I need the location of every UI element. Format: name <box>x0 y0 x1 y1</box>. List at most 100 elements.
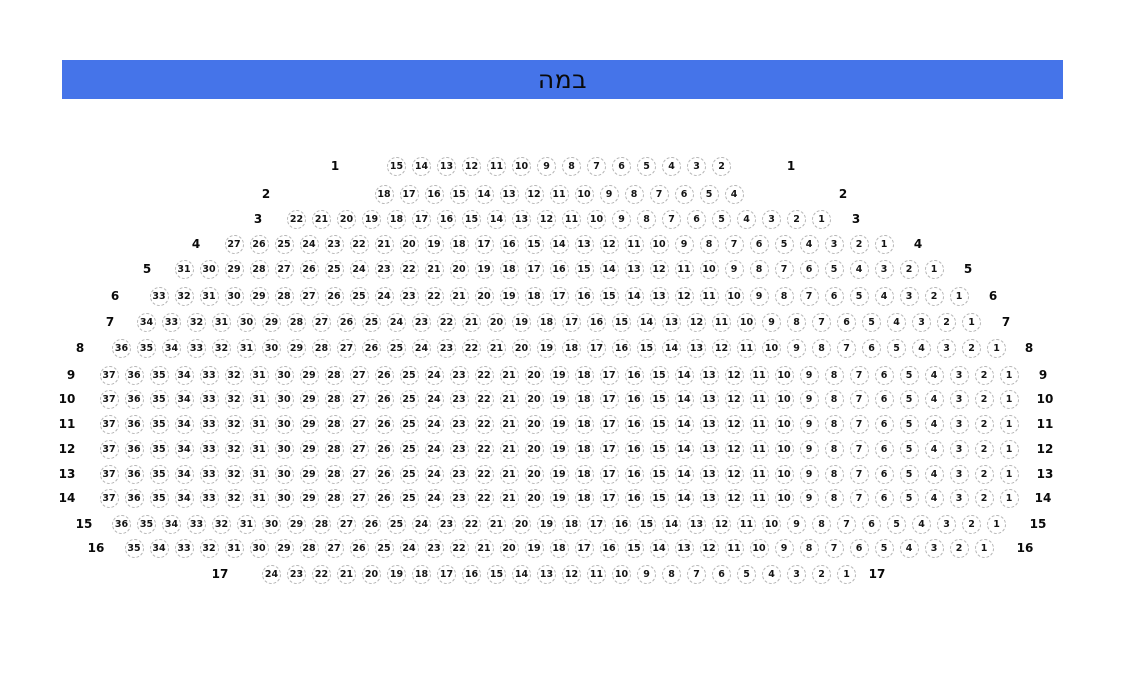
seat[interactable]: 8 <box>749 260 769 279</box>
seat[interactable]: 2 <box>924 287 944 306</box>
seat[interactable]: 10 <box>724 287 744 306</box>
seat[interactable]: 14 <box>674 465 694 484</box>
seat[interactable]: 12 <box>524 185 544 204</box>
seat[interactable]: 31 <box>249 489 269 508</box>
seat[interactable]: 11 <box>749 440 769 459</box>
seat[interactable]: 17 <box>437 565 456 584</box>
seat[interactable]: 4 <box>924 390 944 409</box>
seat[interactable]: 34 <box>162 515 181 534</box>
seat[interactable]: 29 <box>287 515 306 534</box>
seat[interactable]: 11 <box>699 287 719 306</box>
seat[interactable]: 11 <box>749 390 769 409</box>
seat[interactable]: 2 <box>787 210 806 229</box>
seat[interactable]: 3 <box>949 489 969 508</box>
seat[interactable]: 29 <box>274 539 294 558</box>
seat[interactable]: 1 <box>974 539 994 558</box>
seat[interactable]: 36 <box>112 515 131 534</box>
seat[interactable]: 20 <box>399 235 419 254</box>
seat[interactable]: 36 <box>124 366 144 385</box>
seat[interactable]: 25 <box>399 390 419 409</box>
seat[interactable]: 26 <box>374 465 394 484</box>
seat[interactable]: 7 <box>724 235 744 254</box>
seat[interactable]: 15 <box>387 157 406 176</box>
seat[interactable]: 32 <box>224 489 244 508</box>
seat[interactable]: 26 <box>374 440 394 459</box>
seat[interactable]: 9 <box>787 515 806 534</box>
seat[interactable]: 25 <box>349 287 369 306</box>
seat[interactable]: 14 <box>674 489 694 508</box>
seat[interactable]: 15 <box>487 565 506 584</box>
seat[interactable]: 21 <box>487 515 506 534</box>
seat[interactable]: 14 <box>599 260 619 279</box>
seat[interactable]: 10 <box>574 185 594 204</box>
seat[interactable]: 2 <box>899 260 919 279</box>
seat[interactable]: 2 <box>712 157 731 176</box>
seat[interactable]: 29 <box>299 390 319 409</box>
seat[interactable]: 18 <box>499 260 519 279</box>
seat[interactable]: 34 <box>174 465 194 484</box>
seat[interactable]: 24 <box>424 489 444 508</box>
seat[interactable]: 12 <box>724 440 744 459</box>
seat[interactable]: 29 <box>287 339 306 358</box>
seat[interactable]: 20 <box>512 515 531 534</box>
seat[interactable]: 30 <box>274 390 294 409</box>
seat[interactable]: 12 <box>537 210 556 229</box>
seat[interactable]: 18 <box>574 489 594 508</box>
seat[interactable]: 24 <box>424 390 444 409</box>
seat[interactable]: 21 <box>499 465 519 484</box>
seat[interactable]: 27 <box>349 366 369 385</box>
seat[interactable]: 30 <box>249 539 269 558</box>
seat[interactable]: 21 <box>337 565 356 584</box>
seat[interactable]: 6 <box>837 313 856 332</box>
seat[interactable]: 3 <box>949 366 969 385</box>
seat[interactable]: 1 <box>999 415 1019 434</box>
seat[interactable]: 19 <box>512 313 531 332</box>
seat[interactable]: 36 <box>124 465 144 484</box>
seat[interactable]: 23 <box>437 515 456 534</box>
seat[interactable]: 34 <box>174 390 194 409</box>
seat[interactable]: 9 <box>599 185 619 204</box>
seat[interactable]: 3 <box>949 390 969 409</box>
seat[interactable]: 22 <box>462 515 481 534</box>
seat[interactable]: 14 <box>674 415 694 434</box>
seat[interactable]: 26 <box>362 515 381 534</box>
seat[interactable]: 6 <box>862 339 881 358</box>
seat[interactable]: 11 <box>487 157 506 176</box>
seat[interactable]: 18 <box>574 366 594 385</box>
seat[interactable]: 27 <box>349 465 369 484</box>
seat[interactable]: 7 <box>799 287 819 306</box>
seat[interactable]: 1 <box>962 313 981 332</box>
seat[interactable]: 4 <box>662 157 681 176</box>
seat[interactable]: 19 <box>524 539 544 558</box>
seat[interactable]: 11 <box>737 515 756 534</box>
seat[interactable]: 16 <box>612 339 631 358</box>
seat[interactable]: 14 <box>412 157 431 176</box>
seat[interactable]: 35 <box>149 465 169 484</box>
seat[interactable]: 13 <box>537 565 556 584</box>
seat[interactable]: 25 <box>399 465 419 484</box>
seat[interactable]: 11 <box>749 415 769 434</box>
seat[interactable]: 4 <box>924 489 944 508</box>
seat[interactable]: 12 <box>724 390 744 409</box>
seat[interactable]: 3 <box>924 539 944 558</box>
seat[interactable]: 22 <box>437 313 456 332</box>
seat[interactable]: 27 <box>349 415 369 434</box>
seat[interactable]: 29 <box>249 287 269 306</box>
seat[interactable]: 20 <box>524 489 544 508</box>
seat[interactable]: 2 <box>974 465 994 484</box>
seat[interactable]: 28 <box>324 415 344 434</box>
seat[interactable]: 19 <box>549 390 569 409</box>
seat[interactable]: 33 <box>187 339 206 358</box>
seat[interactable]: 10 <box>737 313 756 332</box>
seat[interactable]: 22 <box>474 440 494 459</box>
seat[interactable]: 13 <box>437 157 456 176</box>
seat[interactable]: 34 <box>174 366 194 385</box>
seat[interactable]: 9 <box>724 260 744 279</box>
seat[interactable]: 14 <box>674 390 694 409</box>
seat[interactable]: 15 <box>649 465 669 484</box>
seat[interactable]: 14 <box>649 539 669 558</box>
seat[interactable]: 23 <box>449 489 469 508</box>
seat[interactable]: 34 <box>174 440 194 459</box>
seat[interactable]: 34 <box>149 539 169 558</box>
seat[interactable]: 35 <box>137 339 156 358</box>
